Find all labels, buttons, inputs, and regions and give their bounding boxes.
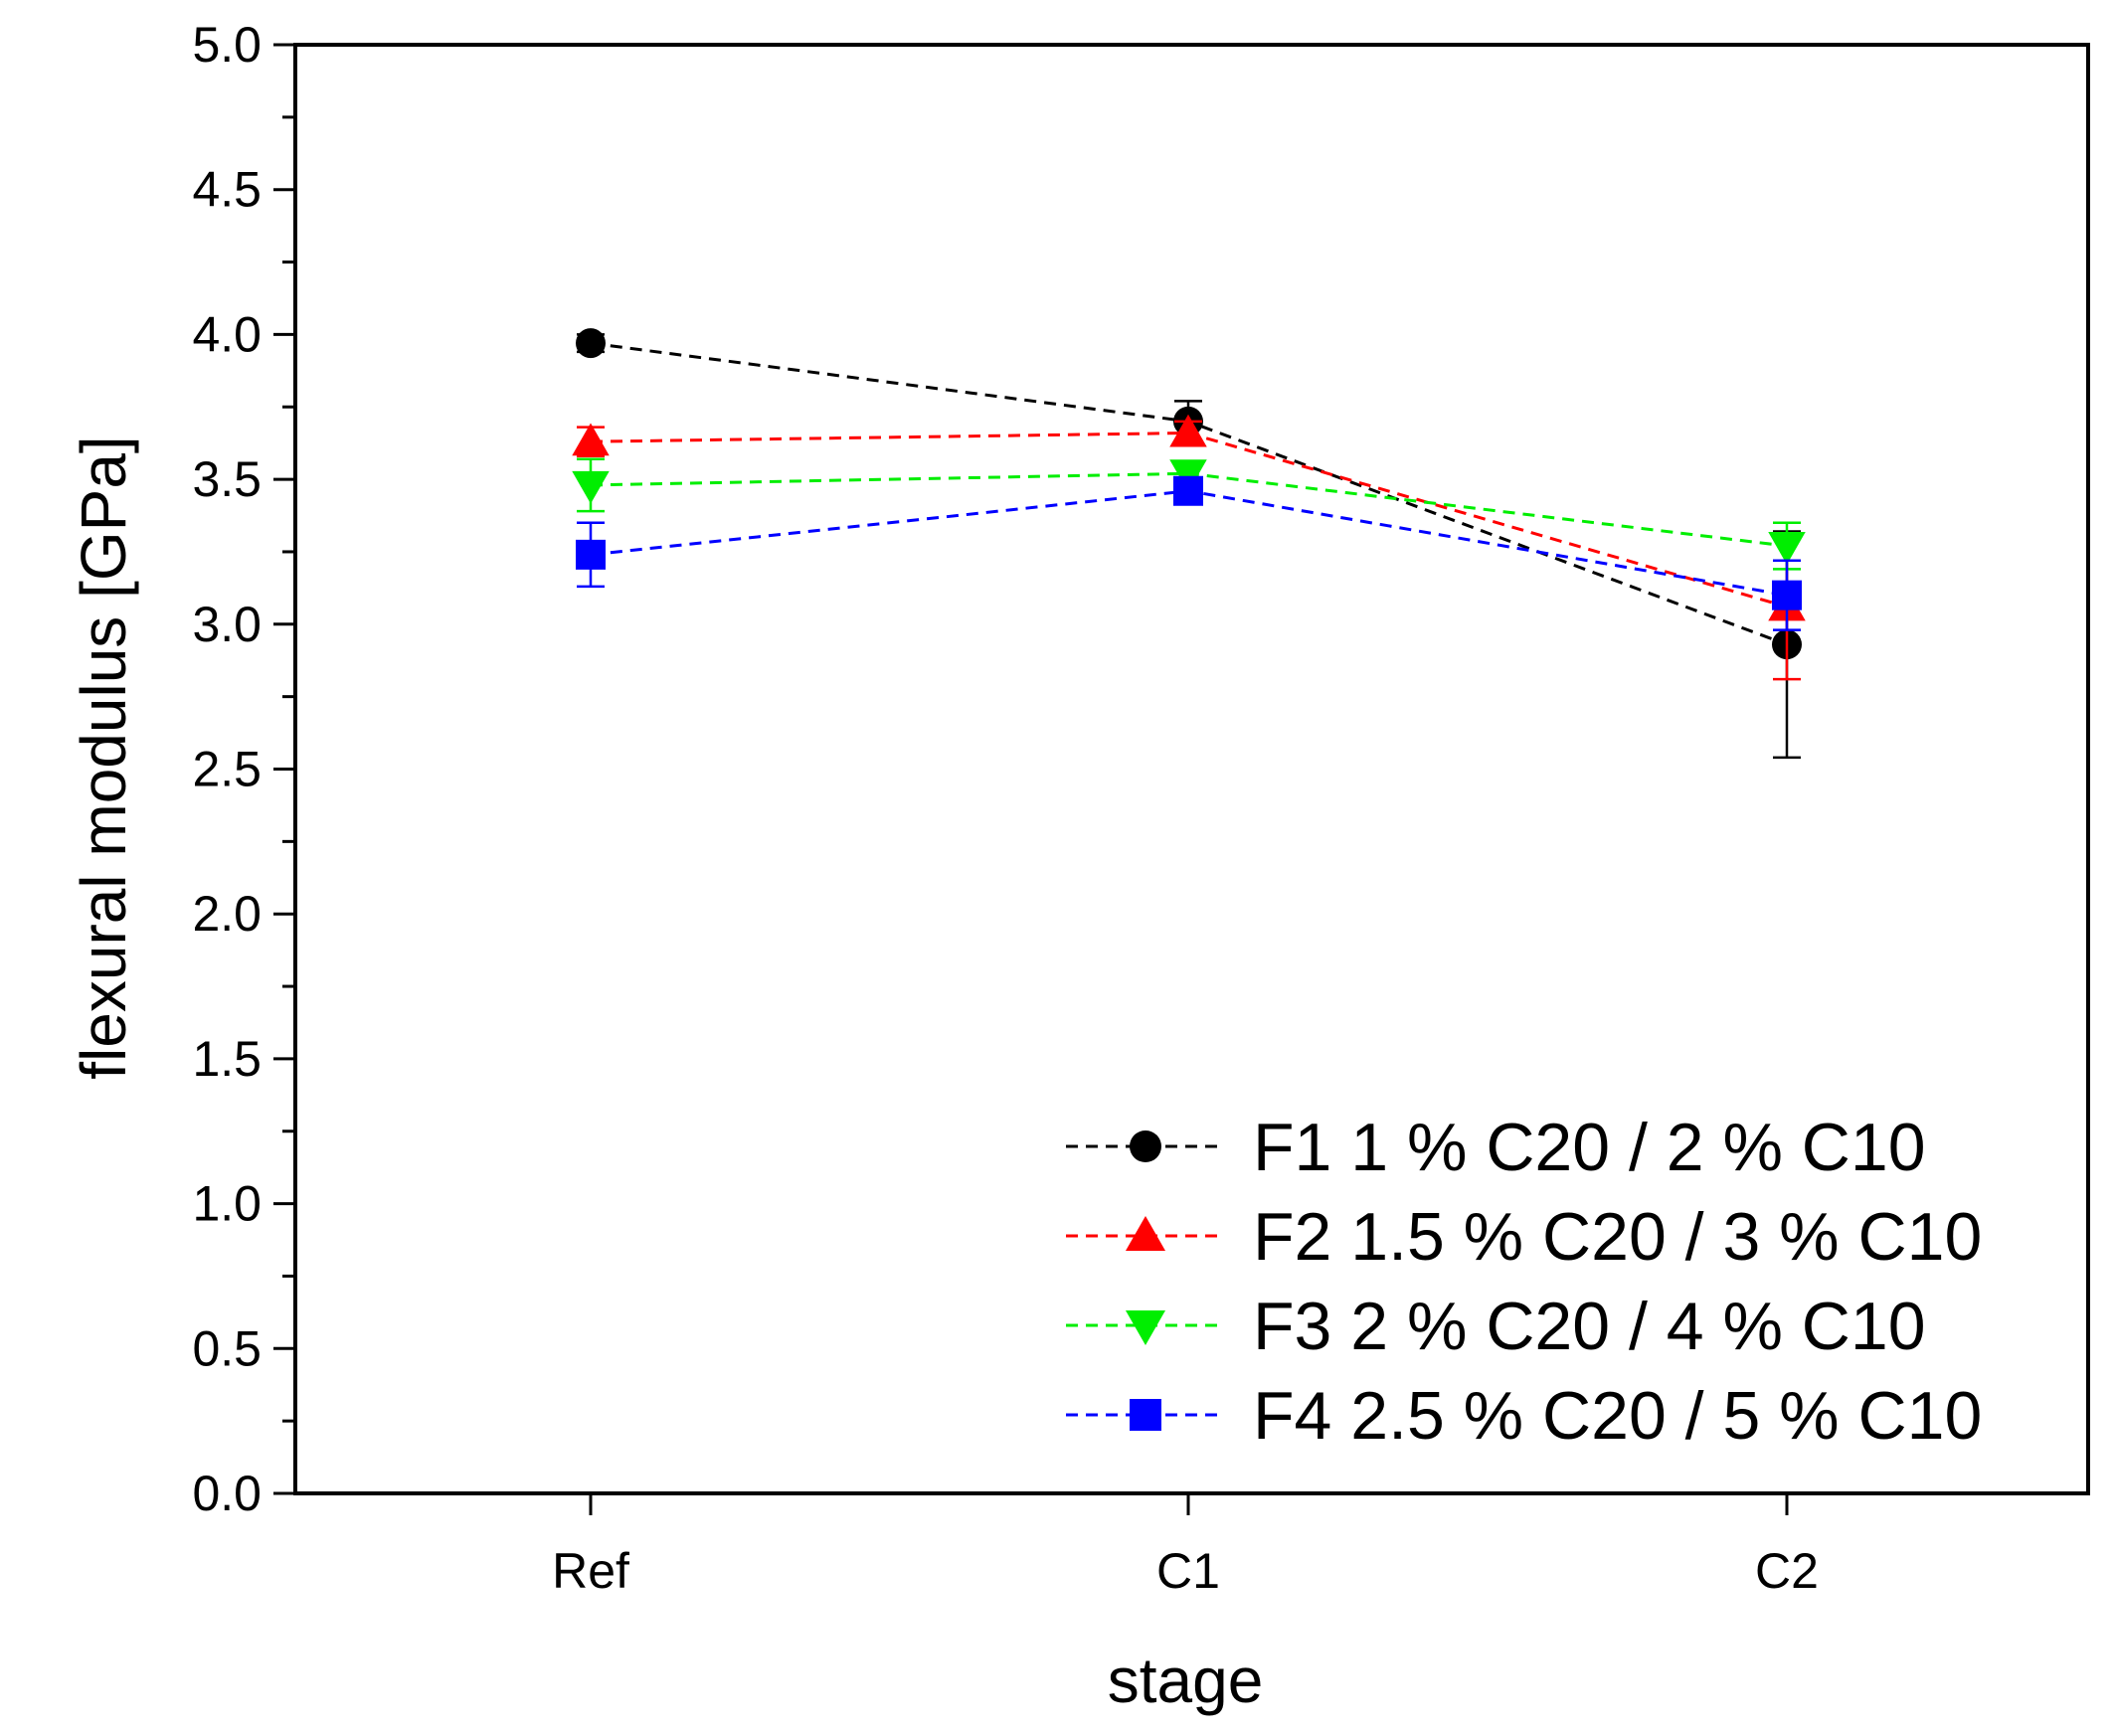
data-point-triangle-down	[1126, 1310, 1165, 1345]
y-axis-title: flexural modulus [GPa]	[68, 435, 139, 1079]
data-point-triangle-up	[1126, 1216, 1165, 1251]
legend-item: F4 2.5 % C20 / 5 % C10	[1066, 1378, 1982, 1454]
series-group	[576, 328, 1802, 760]
data-point-triangle-down	[1768, 532, 1806, 565]
data-point-circle	[576, 328, 606, 359]
series-line	[590, 431, 1788, 608]
data-point-triangle-down	[1169, 459, 1207, 493]
data-point-triangle-down	[572, 470, 610, 504]
series-line	[590, 489, 1788, 598]
y-tick-label: 1.5	[192, 1031, 262, 1087]
data-point-square	[1772, 580, 1802, 610]
data-point-circle	[1130, 1130, 1161, 1162]
x-axis-title: stage	[1108, 1645, 1264, 1716]
y-tick-label: 3.0	[192, 597, 262, 652]
legend-item: F3 2 % C20 / 4 % C10	[1066, 1289, 1926, 1364]
y-tick-label: 2.0	[192, 886, 262, 942]
data-point-square	[1130, 1399, 1161, 1431]
legend-label: F3 2 % C20 / 4 % C10	[1253, 1289, 1926, 1364]
legend-label: F2 1.5 % C20 / 3 % C10	[1253, 1199, 1982, 1275]
data-point-triangle-up	[1169, 414, 1207, 447]
series-group	[576, 475, 1802, 631]
plot-area: 0.0 0.5 1.0 1.5 2.0 2.5 3.0 3.5 4.0 4.5 5.0 Ref C1 C2	[192, 17, 2090, 1599]
legend-item: F2 1.5 % C20 / 3 % C10	[1066, 1199, 1982, 1275]
y-tick-label: 4.5	[192, 162, 262, 218]
y-tick-label: 4.0	[192, 306, 262, 362]
series-group	[572, 414, 1806, 681]
plot-frame	[293, 43, 2090, 1495]
data-point-square	[576, 539, 606, 570]
data-point-triangle-up	[572, 423, 610, 456]
series-group	[572, 457, 1806, 571]
y-tick-label: 0.0	[192, 1466, 262, 1521]
legend-label: F1 1 % C20 / 2 % C10	[1253, 1110, 1926, 1185]
x-tick-label: C2	[1755, 1543, 1819, 1599]
x-tick-label: C1	[1156, 1543, 1220, 1599]
y-tick-label: 3.5	[192, 451, 262, 507]
y-tick-label: 0.5	[192, 1320, 262, 1376]
y-tick-label: 2.5	[192, 742, 262, 797]
x-tick-label: Ref	[552, 1543, 629, 1599]
legend-label: F4 2.5 % C20 / 5 % C10	[1253, 1378, 1982, 1454]
y-tick-label: 5.0	[192, 17, 262, 73]
y-tick-label: 1.0	[192, 1176, 262, 1232]
data-point-square	[1173, 475, 1203, 506]
legend: F1 1 % C20 / 2 % C10 F2 1.5 % C20 / 3 % C…	[1066, 1110, 1982, 1454]
legend-item: F1 1 % C20 / 2 % C10	[1066, 1110, 1926, 1185]
